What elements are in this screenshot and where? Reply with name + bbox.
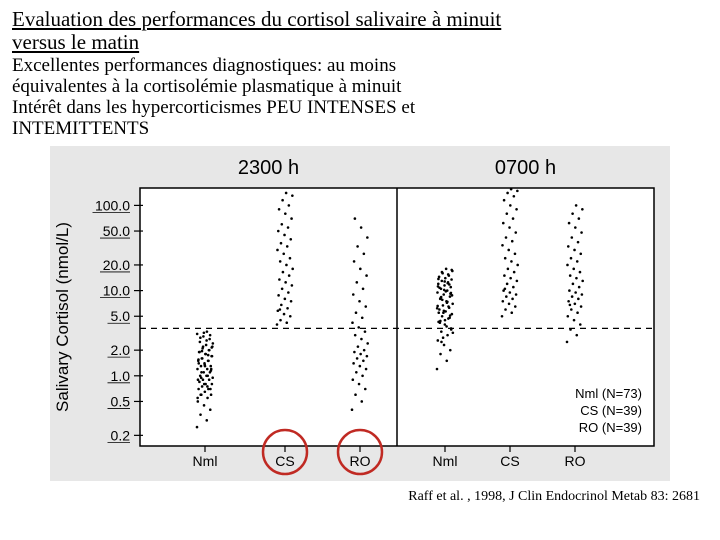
svg-text:20.0: 20.0	[103, 257, 130, 273]
svg-text:Nml (N=73): Nml (N=73)	[575, 386, 642, 401]
chart-svg: 0.2 0.5 1.0 2.0 5.0 10.0 20.0 50.0 100.0 Salivary…	[50, 146, 670, 481]
slide-title: Evaluation des performances du cortisol …	[12, 8, 708, 54]
svg-text:Salivary Cortisol (nmol/L): Salivary Cortisol (nmol/L)	[53, 222, 72, 412]
body-line2: équivalentes à la cortisolémie plasmatiq…	[12, 76, 401, 97]
svg-text:50.0: 50.0	[103, 223, 130, 239]
salivary-cortisol-chart: 0.2 0.5 1.0 2.0 5.0 10.0 20.0 50.0 100.0 Salivary…	[50, 146, 670, 481]
chart-container: 0.2 0.5 1.0 2.0 5.0 10.0 20.0 50.0 100.0 Salivary…	[12, 146, 708, 481]
svg-text:RO: RO	[350, 453, 371, 469]
svg-text:Nml: Nml	[193, 453, 218, 469]
svg-text:0700 h: 0700 h	[495, 157, 556, 179]
svg-text:1.0: 1.0	[111, 368, 131, 384]
svg-text:CS (N=39): CS (N=39)	[580, 403, 642, 418]
svg-text:2300 h: 2300 h	[238, 157, 299, 179]
svg-text:0.2: 0.2	[111, 427, 131, 443]
svg-text:Nml: Nml	[433, 453, 458, 469]
body-line1: Excellentes performances diagnostiques: …	[12, 55, 396, 76]
title-line1: Evaluation des performances du cortisol …	[12, 7, 501, 31]
citation: Raff et al. , 1998, J Clin Endocrinol Me…	[12, 489, 708, 505]
body-line4: INTEMITTENTS	[12, 118, 149, 139]
svg-text:10.0: 10.0	[103, 282, 130, 298]
svg-text:RO: RO	[565, 453, 586, 469]
title-line2: versus le matin	[12, 30, 139, 54]
svg-text:CS: CS	[500, 453, 519, 469]
svg-text:2.0: 2.0	[111, 342, 131, 358]
svg-text:CS: CS	[275, 453, 294, 469]
svg-text:RO (N=39): RO (N=39)	[579, 420, 642, 435]
body-line3: Intérêt dans les hypercorticismes PEU IN…	[12, 97, 415, 118]
svg-text:100.0: 100.0	[95, 197, 130, 213]
svg-text:0.5: 0.5	[111, 393, 131, 409]
slide-body: Excellentes performances diagnostiques: …	[12, 56, 708, 140]
svg-text:5.0: 5.0	[111, 308, 131, 324]
